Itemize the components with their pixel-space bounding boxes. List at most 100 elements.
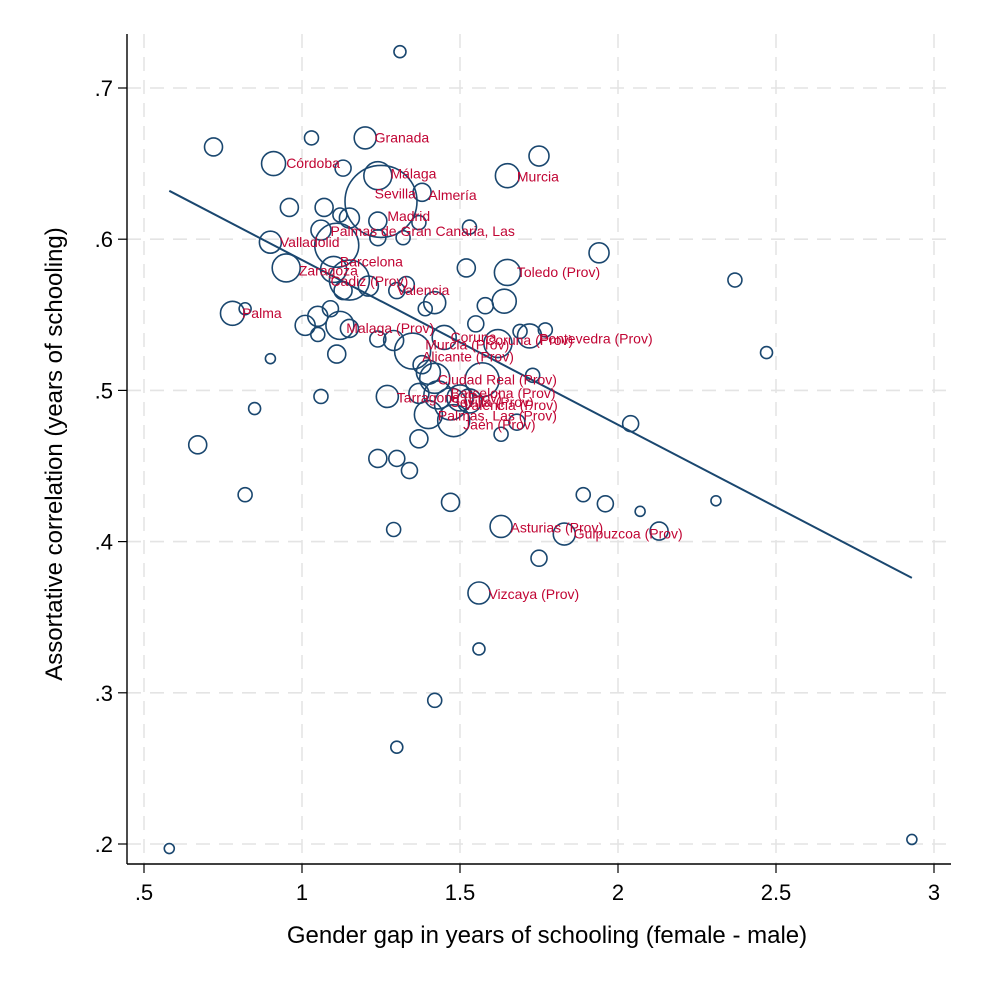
data-point xyxy=(493,258,522,287)
data-point xyxy=(163,842,176,855)
data-point xyxy=(369,228,387,247)
point-label: Palmas, Las (Prov) xyxy=(438,408,557,424)
data-point xyxy=(413,399,444,430)
data-point xyxy=(461,219,478,235)
data-point xyxy=(313,388,329,405)
y-tick-label: .5 xyxy=(95,378,113,403)
y-tick-label: .6 xyxy=(95,227,113,252)
data-point xyxy=(596,494,615,513)
data-point xyxy=(368,448,388,469)
data-point xyxy=(397,275,416,294)
data-point xyxy=(319,255,348,284)
ticks: .5 1 1.5 2 2.5 3 .2 .3 .4 .5 .6 .7 xyxy=(95,76,940,905)
data-point xyxy=(621,414,640,433)
point-labels-layer: Granada Córdoba Málaga Murcia Sevilla Almería… xyxy=(242,129,683,602)
data-point xyxy=(271,253,302,283)
x-tick-label: .5 xyxy=(135,880,153,905)
data-point xyxy=(333,280,353,301)
y-tick-label: .4 xyxy=(95,530,113,555)
point-label: Zaragoza xyxy=(299,262,358,278)
point-label: Valencia (Prov) xyxy=(463,397,558,413)
data-point xyxy=(310,219,332,241)
data-point xyxy=(456,388,483,414)
data-point xyxy=(552,522,577,546)
data-point xyxy=(393,44,407,59)
data-point xyxy=(456,258,477,278)
x-tick-label: 1 xyxy=(296,880,308,905)
data-point xyxy=(389,740,404,755)
point-label: Asturias (Prov) xyxy=(511,520,604,536)
point-label: Tarragona (Prov) xyxy=(397,389,502,405)
data-point xyxy=(279,197,300,218)
data-point xyxy=(353,126,378,150)
data-point xyxy=(258,230,283,255)
data-point xyxy=(219,300,246,327)
point-label: Murcia (Prov) xyxy=(425,337,509,353)
data-point xyxy=(710,494,722,507)
data-point xyxy=(387,281,406,300)
data-point xyxy=(412,354,432,375)
data-point xyxy=(339,318,360,339)
point-label: Palmas de Gran Canaria, Las xyxy=(330,223,514,239)
y-tick-label: .2 xyxy=(95,832,113,857)
data-point xyxy=(314,197,334,218)
data-point xyxy=(313,222,360,269)
point-label: Coruna xyxy=(451,329,497,345)
data-point xyxy=(508,413,526,431)
data-point xyxy=(483,328,513,359)
data-point xyxy=(395,229,411,246)
data-point xyxy=(417,300,434,317)
data-point xyxy=(357,275,380,297)
data-point xyxy=(385,521,402,538)
y-tick-label: .7 xyxy=(95,76,113,101)
data-point xyxy=(400,461,419,480)
data-point xyxy=(440,492,461,513)
point-label: Malaga (Prov) xyxy=(346,320,434,336)
data-point xyxy=(418,362,451,395)
data-point xyxy=(472,642,486,656)
point-label: Valencia xyxy=(397,282,450,298)
point-label: Córdoba xyxy=(286,155,340,171)
point-label: Palma xyxy=(242,305,282,321)
data-point xyxy=(375,384,400,409)
point-label: Ciudad Real (Prov) xyxy=(438,371,557,387)
point-label: Toledo (Prov) xyxy=(517,264,600,280)
y-tick-label: .3 xyxy=(95,681,113,706)
data-point xyxy=(203,137,224,157)
data-point xyxy=(344,164,418,239)
x-tick-label: 2 xyxy=(612,880,624,905)
point-label: Granada xyxy=(375,129,430,145)
data-point xyxy=(326,344,347,364)
gridlines xyxy=(127,34,951,864)
data-point xyxy=(588,242,610,264)
data-point xyxy=(494,162,521,189)
data-point xyxy=(436,403,471,438)
data-point xyxy=(321,299,340,318)
data-point xyxy=(409,428,429,449)
data-point xyxy=(363,160,393,191)
data-point xyxy=(294,314,316,337)
data-point xyxy=(237,486,253,503)
point-label: Gulpuzcoa (Prov) xyxy=(574,526,683,542)
data-point xyxy=(187,435,208,455)
x-tick-label: 3 xyxy=(928,880,940,905)
data-point xyxy=(727,272,743,288)
data-point xyxy=(528,145,550,167)
data-point xyxy=(493,426,509,443)
data-point xyxy=(634,505,646,518)
point-label: Pontevedra (Prov) xyxy=(539,331,653,347)
data-point xyxy=(328,259,371,301)
point-label: Madrid xyxy=(387,208,430,224)
data-point xyxy=(387,449,406,468)
data-point xyxy=(309,326,326,343)
point-label: Cadiz (Prov) xyxy=(330,273,408,289)
data-point xyxy=(537,322,554,338)
data-point xyxy=(906,833,918,846)
data-point xyxy=(759,345,774,360)
data-point xyxy=(467,581,491,605)
data-point xyxy=(303,130,320,146)
data-point xyxy=(325,310,355,341)
data-point xyxy=(464,362,500,398)
data-point xyxy=(466,315,485,333)
